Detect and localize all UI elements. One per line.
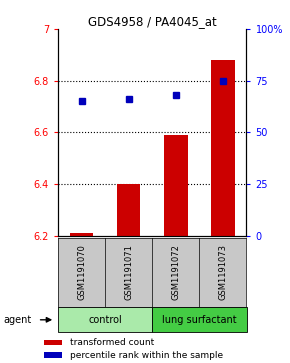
Bar <box>58 307 152 332</box>
Bar <box>70 233 93 236</box>
Bar <box>152 307 246 332</box>
Text: lung surfactant: lung surfactant <box>162 315 237 325</box>
Text: GSM1191073: GSM1191073 <box>218 244 227 300</box>
Bar <box>44 339 62 346</box>
Text: percentile rank within the sample: percentile rank within the sample <box>70 351 223 360</box>
Text: control: control <box>88 315 122 325</box>
Text: agent: agent <box>3 315 31 325</box>
Text: GSM1191072: GSM1191072 <box>171 244 180 300</box>
Bar <box>117 184 140 236</box>
Bar <box>164 135 188 236</box>
Title: GDS4958 / PA4045_at: GDS4958 / PA4045_at <box>88 15 217 28</box>
Text: transformed count: transformed count <box>70 338 154 347</box>
Bar <box>211 60 235 236</box>
Text: GSM1191070: GSM1191070 <box>77 244 86 300</box>
Bar <box>44 352 62 358</box>
Text: GSM1191071: GSM1191071 <box>124 244 133 300</box>
